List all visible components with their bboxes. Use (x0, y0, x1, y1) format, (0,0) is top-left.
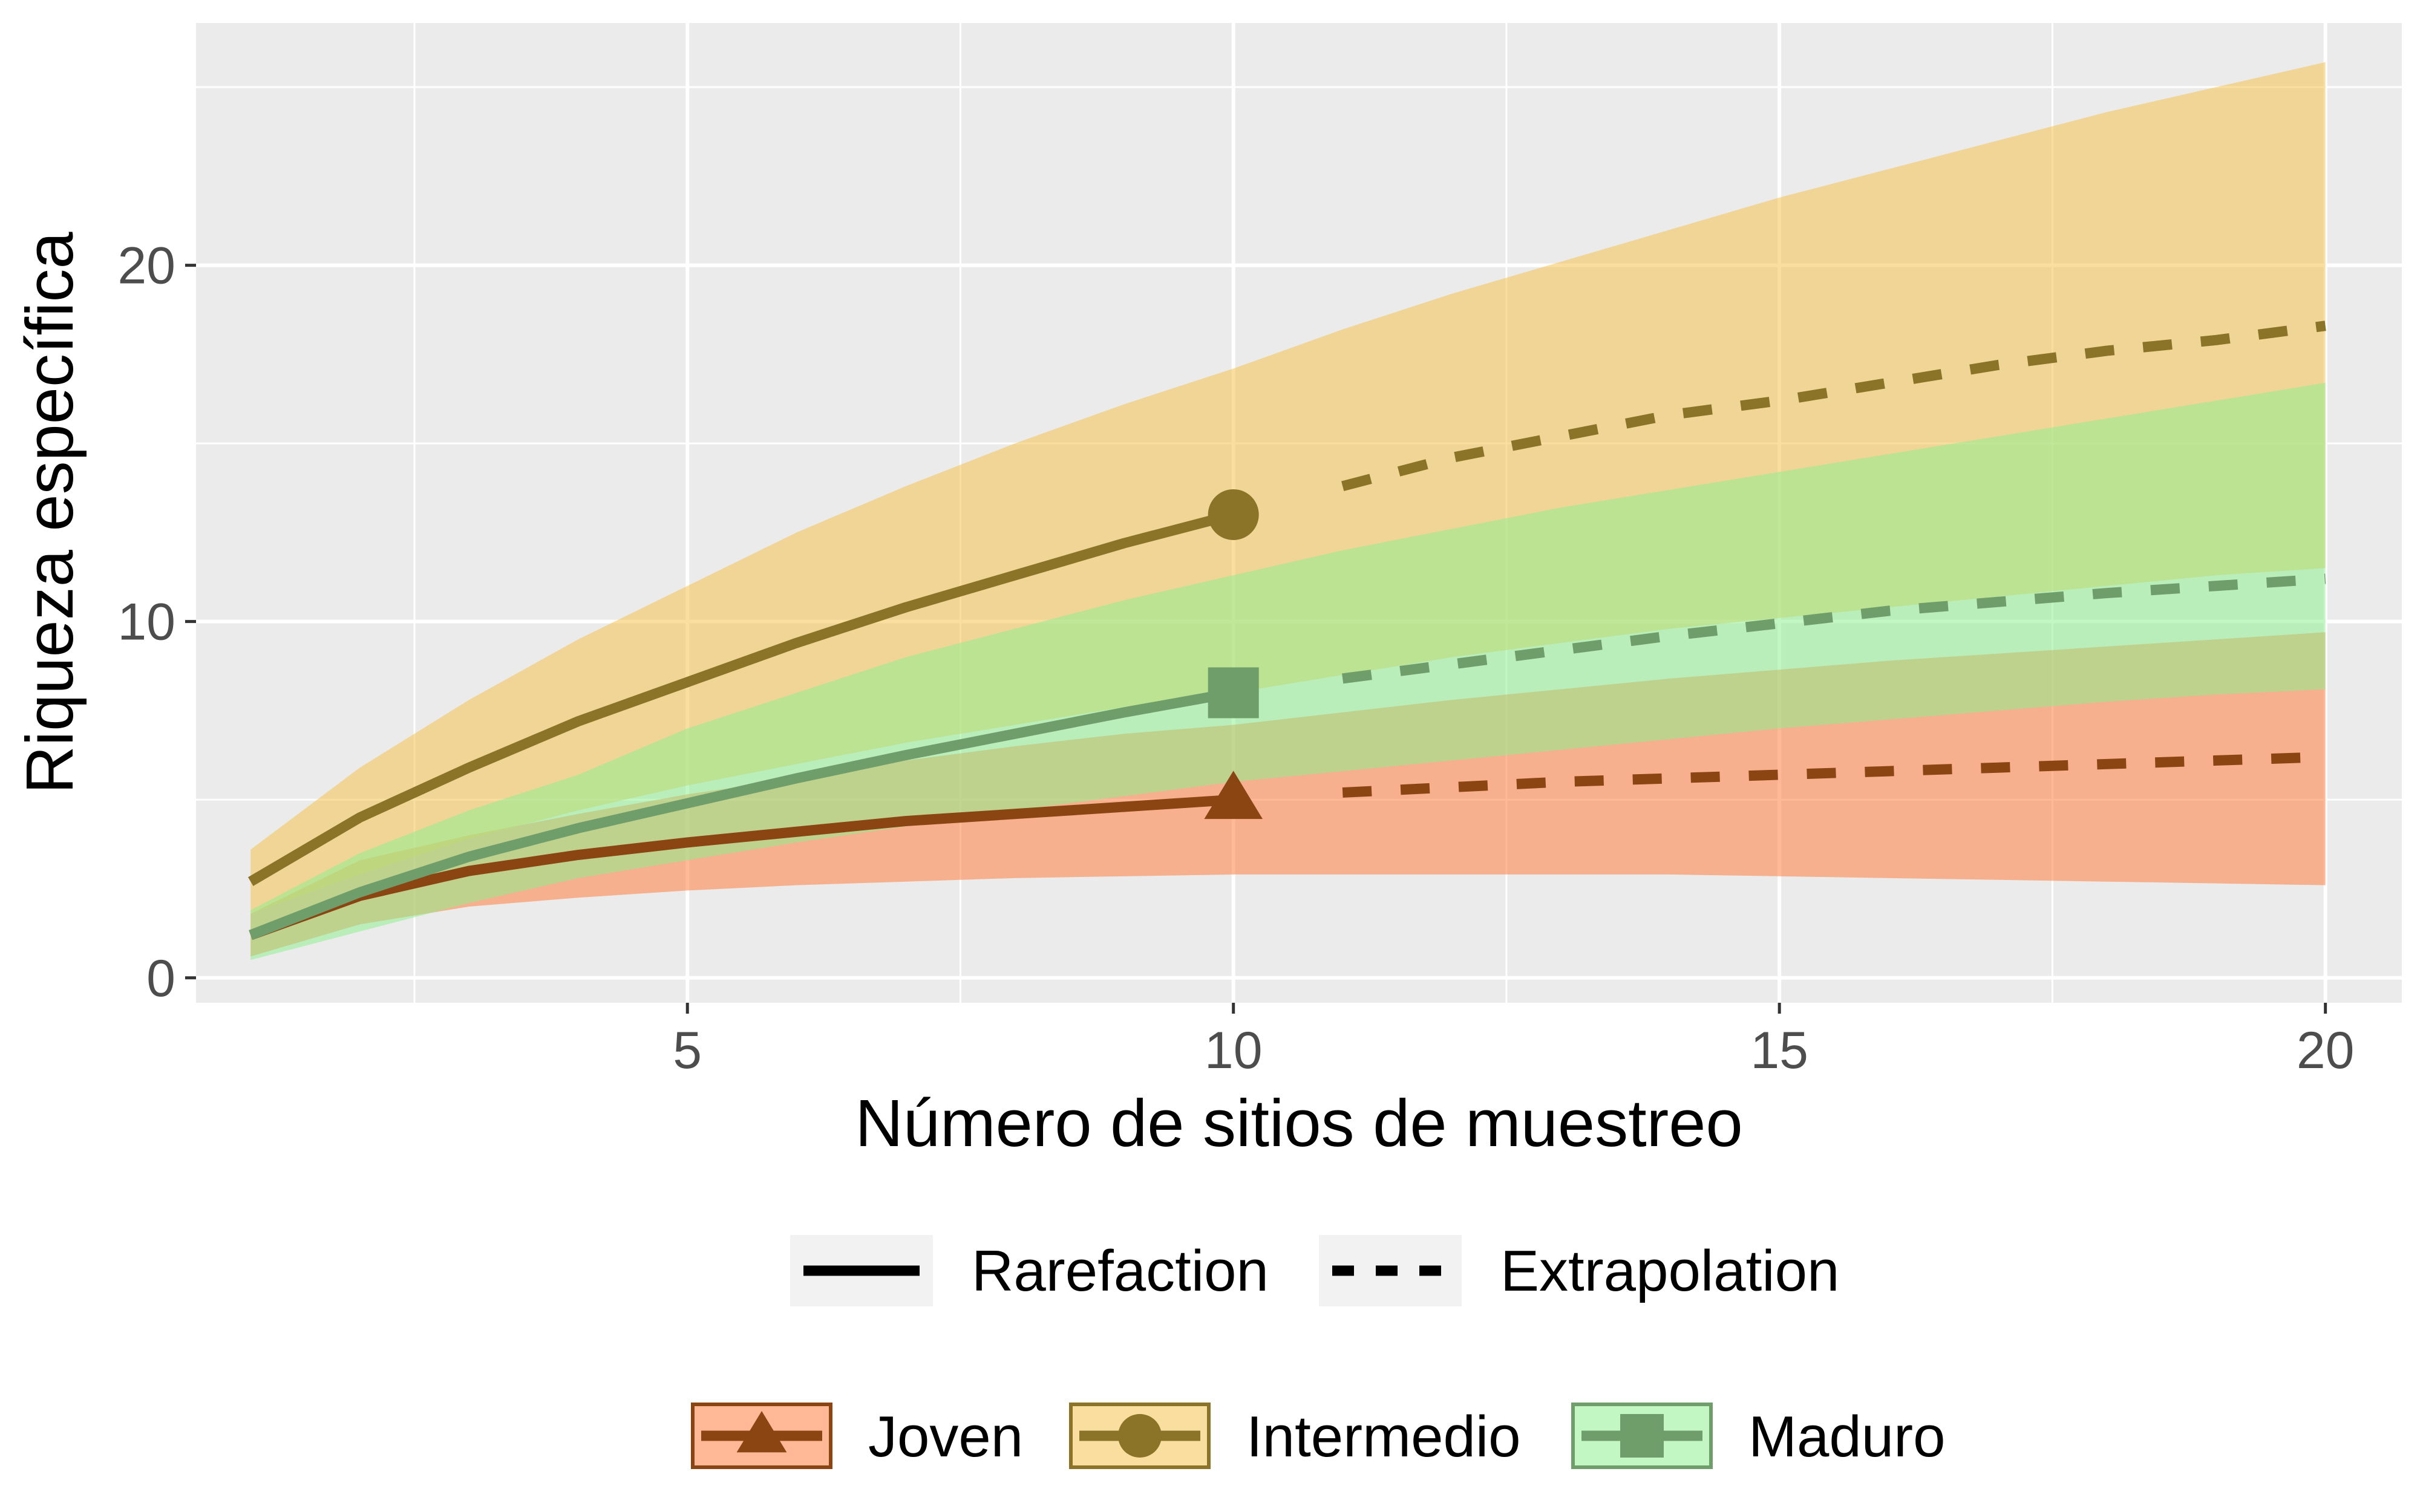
x-tick-label: 5 (673, 1022, 702, 1080)
line-extrapolation-joven (1342, 752, 2326, 798)
y-tick-label: 10 (117, 593, 175, 651)
legend-label-intermedio: Intermedio (1246, 1404, 1521, 1469)
legend-label-maduro: Maduro (1748, 1404, 1946, 1469)
marker-joven (1204, 771, 1263, 820)
x-axis-title: Número de sitios de muestreo (855, 1086, 1742, 1161)
legend-label-extrapolation: Extrapolation (1500, 1239, 1839, 1303)
y-tick-label: 20 (117, 237, 175, 295)
legend-marker-joven (736, 1410, 787, 1453)
marker-maduro (1208, 667, 1259, 719)
x-tick-label: 20 (2297, 1022, 2355, 1080)
line-rarefaction-maduro (249, 688, 1235, 940)
x-axis-ticks: 5 10 15 20 (673, 1003, 2354, 1080)
y-axis-ticks: 0 10 20 (117, 237, 196, 1008)
legend-linetype: Rarefaction Extrapolation (790, 1235, 1839, 1306)
confidence-bands (250, 62, 2326, 960)
legend-series: Joven Intermedio Maduro (691, 1403, 1946, 1469)
line-rarefaction-joven (249, 794, 1234, 940)
marker-intermedio (1208, 489, 1259, 540)
band-maduro (250, 382, 2326, 960)
y-axis-title: Riqueza específica (13, 231, 87, 793)
band-intermedio (250, 62, 2326, 914)
series-lines (247, 321, 2326, 940)
x-tick-label: 15 (1750, 1022, 1808, 1080)
y-tick-label: 0 (146, 950, 175, 1008)
x-tick-label: 10 (1205, 1022, 1263, 1080)
line-extrapolation-maduro (1342, 573, 2326, 684)
legend-label-joven: Joven (868, 1404, 1023, 1469)
line-extrapolation-intermedio (1341, 321, 2326, 492)
observed-markers (1204, 489, 1263, 820)
line-rarefaction-intermedio (247, 509, 1235, 887)
legend-marker-intermedio (1118, 1414, 1162, 1458)
legend-label-rarefaction: Rarefaction (972, 1239, 1269, 1303)
legend-marker-maduro (1620, 1414, 1664, 1458)
